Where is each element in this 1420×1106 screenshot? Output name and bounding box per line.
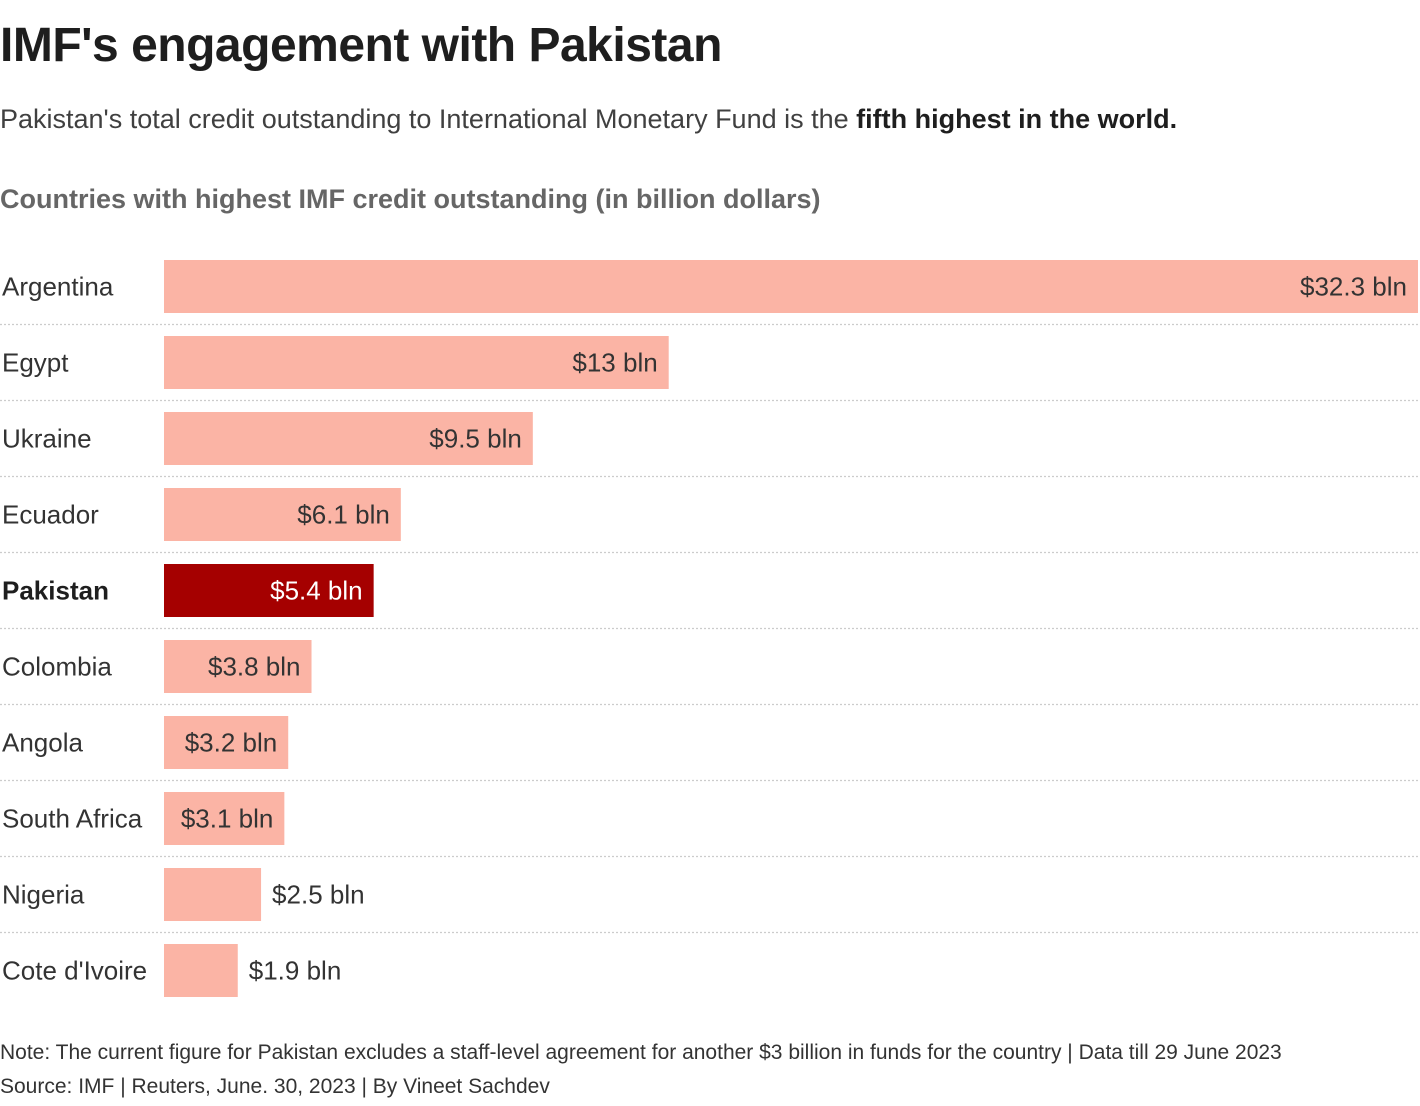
bar-egypt — [164, 336, 669, 389]
category-label-nigeria: Nigeria — [2, 880, 85, 910]
category-label-ukraine: Ukraine — [2, 424, 92, 454]
category-label-colombia: Colombia — [2, 652, 112, 682]
footnote: Note: The current figure for Pakistan ex… — [0, 1041, 1282, 1064]
category-label-angola: Angola — [2, 728, 83, 758]
chart-title: Countries with highest IMF credit outsta… — [0, 184, 821, 214]
source-line: Source: IMF | Reuters, June. 30, 2023 | … — [0, 1075, 550, 1098]
page-subtitle: Pakistan's total credit outstanding to I… — [0, 104, 1177, 135]
category-label-ecuador: Ecuador — [2, 500, 99, 530]
value-label-angola: $3.2 bln — [185, 728, 278, 758]
category-label-cote-d-ivoire: Cote d'Ivoire — [2, 956, 147, 986]
value-label-south-africa: $3.1 bln — [181, 804, 274, 834]
value-label-pakistan: $5.4 bln — [270, 576, 363, 606]
subtitle-text: Pakistan's total credit outstanding to I… — [0, 104, 857, 134]
value-label-ecuador: $6.1 bln — [297, 500, 390, 530]
category-label-egypt: Egypt — [2, 348, 69, 378]
value-label-argentina: $32.3 bln — [1300, 272, 1407, 302]
page-title: IMF's engagement with Pakistan — [0, 19, 722, 72]
bar-argentina — [164, 260, 1418, 313]
bar-ecuador — [164, 488, 401, 541]
bar-south-africa — [164, 792, 285, 845]
bar-nigeria — [164, 868, 262, 921]
value-label-colombia: $3.8 bln — [208, 652, 301, 682]
bar-cote-d-ivoire — [164, 944, 238, 997]
bar-angola — [164, 716, 289, 769]
category-label-pakistan: Pakistan — [2, 576, 109, 606]
bar-colombia — [164, 640, 312, 693]
bar-ukraine — [164, 412, 533, 465]
value-label-egypt: $13 bln — [572, 348, 657, 378]
category-label-argentina: Argentina — [2, 272, 114, 302]
category-label-south-africa: South Africa — [2, 804, 143, 834]
value-label-nigeria: $2.5 bln — [272, 880, 365, 910]
value-label-ukraine: $9.5 bln — [429, 424, 522, 454]
value-label-cote-d-ivoire: $1.9 bln — [249, 956, 342, 986]
bar-pakistan — [164, 564, 374, 617]
bar-chart: Argentina $32.3 bln Egypt $13 bln Ukraine $9.… — [0, 260, 1418, 997]
subtitle-emphasis: fifth highest in the world. — [856, 104, 1178, 134]
